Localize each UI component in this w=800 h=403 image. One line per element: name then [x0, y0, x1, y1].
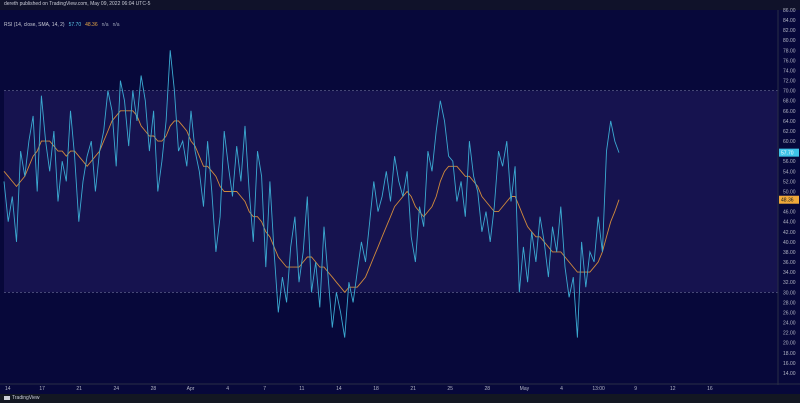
- indicator-name: RSI (14, close, SMA, 14, 2): [4, 22, 65, 28]
- y-tick-label: 80.00: [783, 38, 796, 44]
- x-tick-label: 9: [634, 386, 637, 392]
- x-tick-label: 4: [226, 386, 229, 392]
- y-tick-label: 68.00: [783, 99, 796, 105]
- x-tick-label: 14: [5, 386, 11, 392]
- x-tick-label: 24: [114, 386, 120, 392]
- y-tick-label: 34.00: [783, 270, 796, 276]
- x-tick-label: 11: [299, 386, 304, 392]
- indicator-legend[interactable]: RSI (14, close, SMA, 14, 2) 57.70 48.36 …: [4, 22, 120, 28]
- y-tick-label: 72.00: [783, 79, 796, 85]
- y-tick-label: 22.00: [783, 331, 796, 337]
- y-tick-label: 24.00: [783, 321, 796, 327]
- rsi-last-value-label: 57.70: [781, 151, 794, 157]
- y-tick-label: 60.00: [783, 139, 796, 145]
- footer-bar: TradingView: [0, 394, 800, 403]
- y-tick-label: 62.00: [783, 129, 796, 135]
- y-tick-label: 66.00: [783, 109, 796, 115]
- y-tick-label: 42.00: [783, 230, 796, 236]
- y-tick-label: 50.00: [783, 189, 796, 195]
- x-tick-label: 7: [263, 386, 266, 392]
- y-tick-label: 44.00: [783, 220, 796, 226]
- header-bar: dereth published on TradingView.com, May…: [0, 0, 800, 10]
- y-tick-label: 86.00: [783, 8, 796, 14]
- x-tick-label: 16: [707, 386, 713, 392]
- x-tick-label: 18: [373, 386, 379, 392]
- tradingview-logo-icon: [4, 396, 10, 400]
- x-tick-label: 13:00: [592, 386, 605, 392]
- rsi-value: 57.70: [68, 22, 82, 28]
- x-tick-label: 21: [410, 386, 416, 392]
- y-tick-label: 16.00: [783, 361, 796, 367]
- y-tick-label: 52.00: [783, 179, 796, 185]
- y-tick-label: 54.00: [783, 169, 796, 175]
- rsi-last-value-tag: [779, 148, 799, 157]
- na-value-1: n/a: [101, 22, 109, 28]
- y-tick-label: 38.00: [783, 250, 796, 256]
- ma-last-value-tag: [779, 195, 799, 204]
- publish-info: dereth published on TradingView.com, May…: [4, 1, 151, 7]
- y-tick-label: 18.00: [783, 351, 796, 357]
- y-tick-label: 84.00: [783, 18, 796, 24]
- x-tick-label: 21: [76, 386, 82, 392]
- x-tick-label: 14: [336, 386, 342, 392]
- y-tick-label: 36.00: [783, 260, 796, 266]
- y-tick-label: 74.00: [783, 68, 796, 74]
- y-tick-label: 64.00: [783, 119, 796, 125]
- y-tick-label: 56.00: [783, 159, 796, 165]
- x-tick-label: May: [520, 386, 530, 392]
- x-tick-label: 28: [485, 386, 491, 392]
- y-tick-label: 20.00: [783, 341, 796, 347]
- brand-name: TradingView: [12, 395, 40, 401]
- rsi-line: [3, 50, 620, 338]
- x-tick-label: Apr: [187, 386, 195, 392]
- y-tick-label: 82.00: [783, 28, 796, 34]
- x-tick-label: 25: [447, 386, 453, 392]
- x-tick-label: 17: [39, 386, 45, 392]
- y-tick-label: 70.00: [783, 89, 796, 95]
- ma-last-value-label: 48.36: [781, 198, 794, 204]
- x-tick-label: 12: [670, 386, 676, 392]
- y-tick-label: 76.00: [783, 58, 796, 64]
- y-tick-label: 28.00: [783, 300, 796, 306]
- tradingview-logo[interactable]: TradingView: [4, 395, 40, 401]
- y-tick-label: 40.00: [783, 240, 796, 246]
- x-tick-label: 4: [560, 386, 563, 392]
- na-value-2: n/a: [112, 22, 120, 28]
- y-tick-label: 32.00: [783, 280, 796, 286]
- x-tick-label: 28: [151, 386, 157, 392]
- y-tick-label: 26.00: [783, 310, 796, 316]
- y-tick-label: 78.00: [783, 48, 796, 54]
- ma-value: 48.36: [85, 22, 98, 28]
- y-tick-label: 46.00: [783, 210, 796, 216]
- y-tick-label: 30.00: [783, 290, 796, 296]
- y-tick-label: 14.00: [783, 371, 796, 377]
